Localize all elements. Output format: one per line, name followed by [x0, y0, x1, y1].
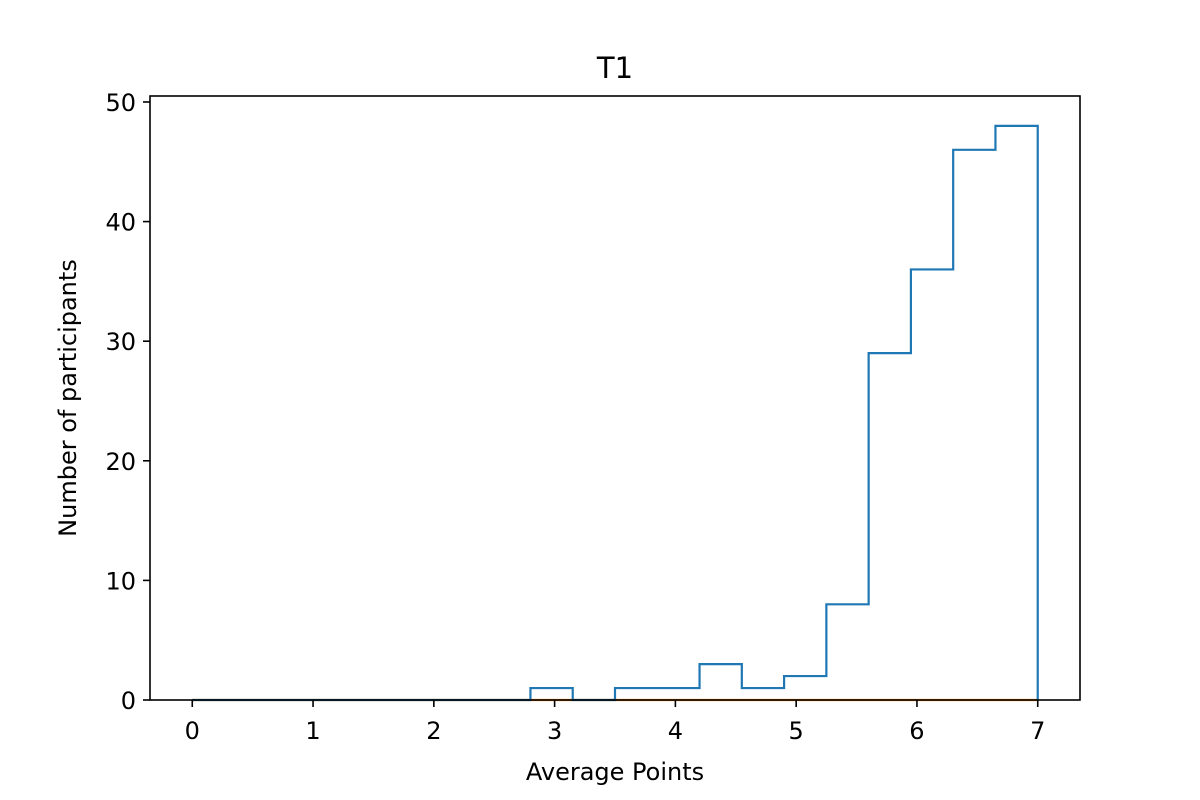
- series-layer: [192, 124, 1039, 702]
- x-tick-label: 1: [305, 717, 320, 745]
- y-axis: 0 10 20 30 40 50: [105, 89, 150, 715]
- x-tick-label: 2: [426, 717, 441, 745]
- y-tick-label: 20: [105, 448, 136, 476]
- y-axis-label: Number of participants: [54, 259, 82, 537]
- y-tick-label: 30: [105, 328, 136, 356]
- x-axis-label: Average Points: [526, 758, 704, 786]
- x-tick-label: 6: [909, 717, 924, 745]
- x-tick-label: 0: [185, 717, 200, 745]
- y-tick-label: 50: [105, 89, 136, 117]
- x-tick-label: 7: [1030, 717, 1045, 745]
- plot-frame: [149, 95, 1081, 701]
- x-tick-label: 4: [668, 717, 683, 745]
- histogram-series-0: [192, 124, 1039, 702]
- chart-title: T1: [596, 51, 633, 85]
- y-tick-label: 0: [121, 687, 136, 715]
- x-tick-label: 5: [789, 717, 804, 745]
- y-tick-label: 40: [105, 209, 136, 237]
- x-axis: 0 1 2 3 4 5 6 7: [185, 700, 1045, 745]
- y-tick-label: 10: [105, 567, 136, 595]
- x-tick-label: 3: [547, 717, 562, 745]
